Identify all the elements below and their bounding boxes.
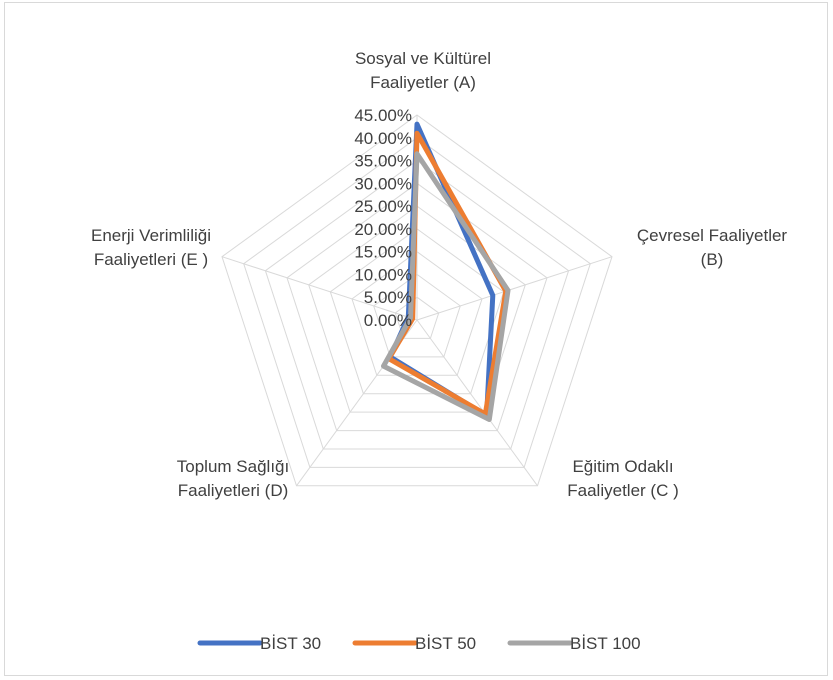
grid-ring: [373, 273, 461, 358]
grid-ring: [286, 182, 548, 432]
grid-spoke: [416, 256, 613, 321]
category-label: Eğitim Odaklı Faaliyetler (C ): [567, 457, 678, 500]
radar-series: [381, 121, 511, 422]
chart-area: [4, 2, 828, 676]
grid-ring: [243, 137, 591, 468]
tick-label: 35.00%: [354, 152, 412, 171]
tick-label: 0.00%: [364, 311, 412, 330]
tick-label: 15.00%: [354, 243, 412, 262]
grid-spoke: [416, 319, 538, 487]
category-label: Çevresel Faaliyetler (B): [637, 226, 788, 269]
legend-label: BİST 30: [260, 634, 321, 653]
category-label: Enerji Verimliliği Faaliyetleri (E ): [91, 226, 211, 269]
grid-ring: [394, 296, 440, 339]
series-line-3: [381, 151, 511, 422]
grid-ring: [221, 114, 613, 487]
legend-label: BİST 100: [570, 634, 641, 653]
tick-label: 20.00%: [354, 220, 412, 239]
grid-spoke: [221, 256, 418, 321]
tick-label: 40.00%: [354, 129, 412, 148]
legend: BİST 30 BİST 50 BİST 100: [197, 634, 641, 653]
tick-label: 30.00%: [354, 174, 412, 193]
tick-label: 25.00%: [354, 197, 412, 216]
grid-ring: [264, 159, 570, 450]
legend-label: BİST 50: [415, 634, 476, 653]
tick-label: 10.00%: [354, 265, 412, 284]
category-labels: Sosyal ve Kültürel Faaliyetler (A) Çevrese…: [91, 49, 787, 500]
tick-label: 45.00%: [354, 106, 412, 125]
radial-tick-labels: 0.00% 5.00% 10.00% 15.00% 20.00% 25.00% 30.00%…: [354, 106, 412, 330]
tick-label: 5.00%: [364, 288, 412, 307]
grid-ring: [308, 205, 526, 413]
category-label: Toplum Sağlığı Faaliyetleri (D): [177, 457, 289, 500]
category-label: Sosyal ve Kültürel Faaliyetler (A): [355, 49, 491, 92]
